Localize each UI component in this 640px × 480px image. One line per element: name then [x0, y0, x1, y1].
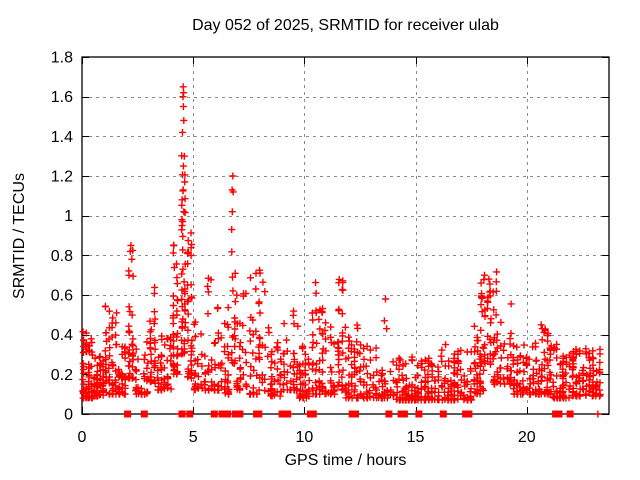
x-tick-label: 0: [78, 429, 87, 446]
plot-border: [81, 56, 610, 415]
x-axis-label: GPS time / hours: [284, 452, 407, 469]
y-tick-label: 0.4: [51, 327, 73, 344]
y-tick-label: 1.8: [51, 50, 73, 67]
y-tick-label: 1.4: [51, 129, 73, 146]
tick-labels: 0 0.2 0.4 0.6 0.8 1 1.2 1.4 1.6 1.8 0 5 10 15 20: [51, 50, 536, 447]
x-tick-label: 10: [295, 429, 313, 446]
zero-flag-squares: [124, 410, 574, 418]
x-tick-label: 20: [518, 429, 536, 446]
chart-title: Day 052 of 2025, SRMTID for receiver ula…: [192, 17, 499, 34]
y-tick-label: 1.6: [51, 89, 73, 106]
y-tick-label: 1: [64, 208, 73, 225]
y-tick-label: 0.6: [51, 288, 73, 305]
y-tick-label: 0: [64, 407, 73, 424]
scatter-points: [79, 83, 604, 418]
y-tick-label: 0.8: [51, 248, 73, 265]
x-tick-label: 5: [189, 429, 198, 446]
y-tick-label: 1.2: [51, 169, 73, 186]
x-tick-label: 15: [407, 429, 425, 446]
y-tick-label: 0.2: [51, 367, 73, 384]
